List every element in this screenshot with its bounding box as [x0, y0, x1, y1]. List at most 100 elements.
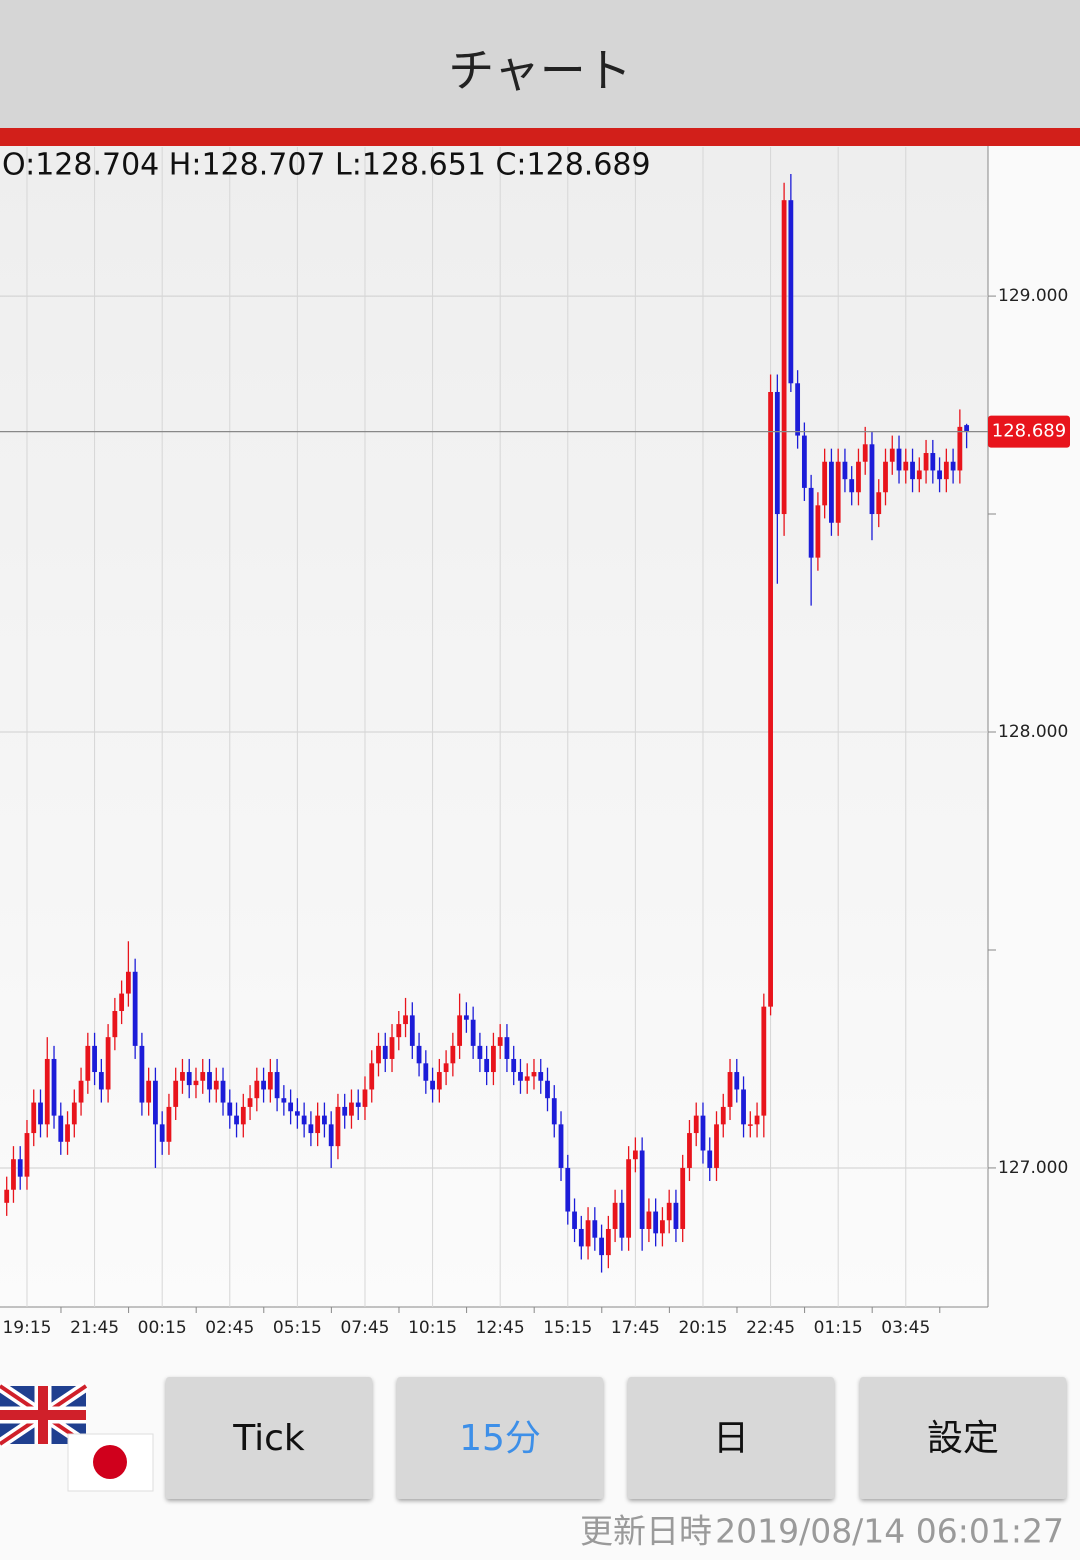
candle-body — [646, 1211, 652, 1229]
candle-body — [930, 453, 936, 471]
candle-body — [92, 1045, 97, 1073]
candle-body — [105, 1037, 111, 1090]
candle-body — [639, 1150, 645, 1229]
candle-body — [741, 1089, 746, 1125]
x-tick-label: 20:15 — [678, 1318, 727, 1338]
candles: 128.689 — [0, 174, 1070, 1273]
candle-body — [849, 479, 855, 493]
toolbar-button[interactable] — [397, 1377, 603, 1499]
candle-body — [761, 1006, 767, 1116]
jp-flag — [67, 1433, 154, 1492]
candle-body — [78, 1080, 84, 1103]
candle-body — [322, 1115, 327, 1125]
candle-body — [443, 1063, 449, 1073]
candle-body — [680, 1167, 686, 1229]
candle-body — [247, 1098, 253, 1107]
candle-body — [58, 1115, 64, 1142]
candle-body — [17, 1159, 23, 1177]
y-tick-label: 128.000 — [998, 722, 1068, 742]
ohlc-readout: O:128.704 H:128.707 L:128.651 C:128.689 — [2, 148, 651, 183]
candle-body — [389, 1037, 395, 1059]
candle-body — [551, 1098, 557, 1125]
candle-body — [119, 993, 125, 1012]
candle-body — [504, 1037, 510, 1059]
candle-body — [240, 1106, 246, 1125]
candle-body — [660, 1220, 665, 1234]
candle-body — [619, 1202, 625, 1238]
candle-body — [274, 1072, 280, 1099]
candle-body — [876, 492, 882, 515]
candle-body — [349, 1102, 354, 1116]
candle-body — [558, 1124, 564, 1168]
candle-body — [254, 1080, 260, 1099]
header-title: チャート — [448, 44, 632, 98]
candle-body — [605, 1228, 611, 1256]
candle-body — [362, 1089, 368, 1107]
candle-body — [754, 1115, 760, 1125]
candle-body — [774, 391, 780, 515]
candle-body — [396, 1024, 402, 1038]
candle-body — [964, 425, 970, 432]
candle-body — [943, 461, 949, 480]
candle-body — [572, 1211, 577, 1229]
candle-body — [207, 1072, 212, 1090]
button-label: Tick — [232, 1418, 305, 1459]
candle-body — [599, 1237, 604, 1256]
candle-body — [910, 461, 915, 480]
candle-body — [382, 1045, 388, 1059]
candle-body — [335, 1106, 341, 1147]
candle-body — [71, 1102, 77, 1125]
candle-body — [125, 971, 131, 994]
candle-body — [687, 1133, 692, 1168]
candle-body — [38, 1102, 43, 1125]
candle-body — [159, 1124, 165, 1142]
candle-body — [153, 1080, 158, 1125]
candle-body — [883, 461, 888, 493]
candle-body — [653, 1211, 659, 1234]
x-tick-label: 17:45 — [611, 1318, 660, 1338]
candle-body — [403, 1015, 408, 1025]
candle-body — [261, 1080, 266, 1090]
candle-body — [220, 1080, 226, 1103]
x-tick-label: 15:15 — [543, 1318, 592, 1338]
x-tick-label: 03:45 — [881, 1318, 930, 1338]
candle-body — [822, 461, 828, 506]
x-tick-label: 01:15 — [814, 1318, 863, 1338]
header-bar — [0, 0, 1080, 128]
candle-body — [24, 1133, 30, 1177]
candle-body — [808, 487, 814, 558]
candle-body — [781, 200, 787, 515]
candle-body — [463, 1015, 469, 1020]
toolbar-button[interactable] — [628, 1377, 834, 1499]
candle-body — [842, 461, 848, 480]
candle-body — [856, 461, 861, 493]
candle-body — [376, 1045, 381, 1064]
candle-body — [85, 1045, 91, 1081]
toolbar-button[interactable] — [166, 1377, 372, 1499]
update-label: 更新日時 — [580, 1512, 712, 1551]
candle-body — [612, 1202, 618, 1229]
candle-body — [666, 1202, 672, 1221]
candle-body — [430, 1080, 435, 1090]
candle-body — [227, 1102, 233, 1116]
accent-bar — [0, 128, 1080, 146]
candle-body — [166, 1106, 172, 1142]
candle-body — [889, 448, 895, 462]
candle-body — [139, 1045, 145, 1103]
candle-body — [315, 1115, 321, 1134]
candle-body — [788, 200, 794, 384]
toolbar-button[interactable] — [860, 1377, 1066, 1499]
button-label: 15分 — [459, 1418, 541, 1459]
button-label: 設定 — [927, 1418, 999, 1459]
candle-body — [801, 435, 807, 488]
candle-body — [578, 1228, 584, 1247]
candle-body — [180, 1072, 185, 1081]
x-tick-label: 07:45 — [340, 1318, 389, 1338]
candle-body — [477, 1045, 483, 1059]
candle-body — [531, 1072, 537, 1077]
candle-body — [592, 1220, 598, 1238]
uk-flag — [0, 1381, 90, 1449]
candle-body — [497, 1037, 503, 1046]
